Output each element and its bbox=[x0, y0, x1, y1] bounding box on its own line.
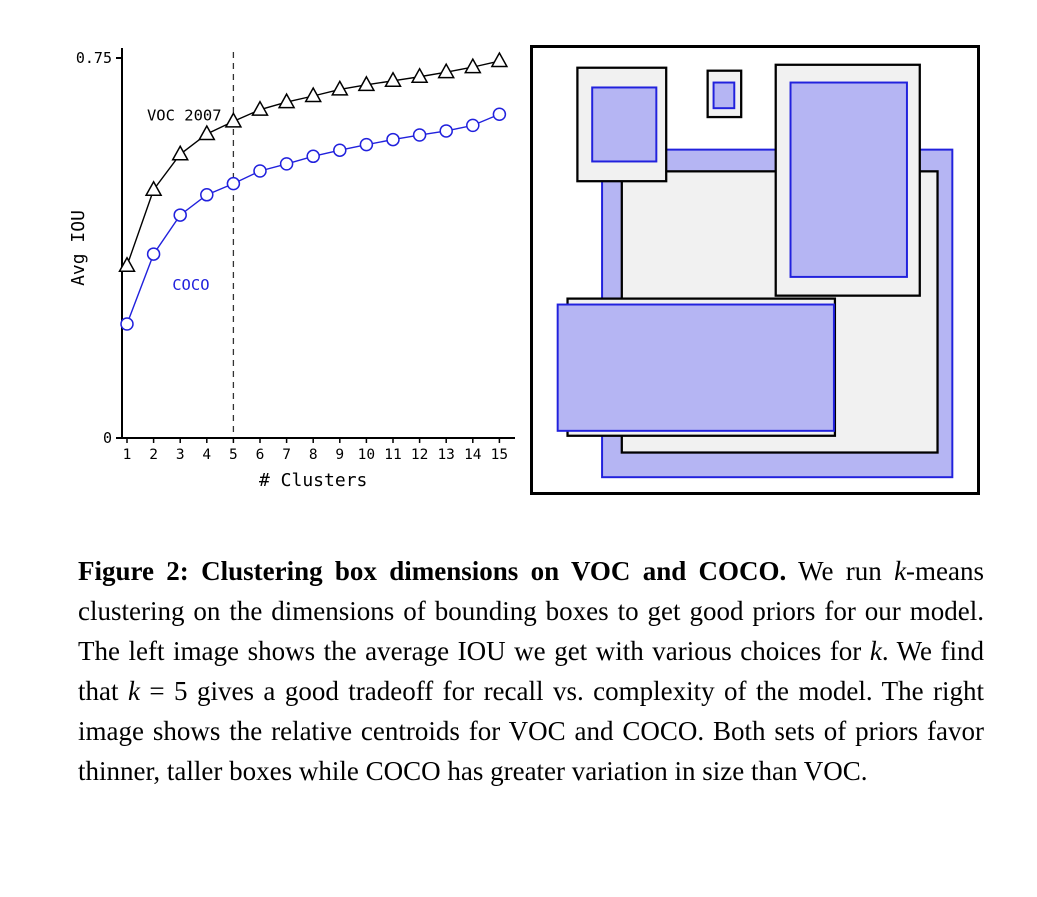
figure-caption: Figure 2: Clustering box dimensions on V… bbox=[78, 551, 984, 791]
circle-marker bbox=[279, 157, 294, 171]
x-tick-label: 2 bbox=[149, 447, 158, 463]
triangle-marker bbox=[490, 51, 509, 68]
x-tick-label: 3 bbox=[176, 447, 185, 463]
iou-vs-clusters-chart: 0 0.75 1 2 3 4 5 6 7 8 9 10 11 12 13 14 15 # Clusters Avg … bbox=[58, 38, 520, 505]
circle-marker bbox=[386, 132, 400, 147]
chart-canvas: 00.751 2 3 4 5 6 7 8 9 10 11 12 13 14 15# ClustersAvg … bbox=[68, 48, 515, 491]
triangle-marker bbox=[118, 256, 136, 272]
x-tick-label: 7 bbox=[282, 447, 291, 463]
circle-marker bbox=[333, 143, 347, 157]
caption-segment: Figure 2: bbox=[78, 556, 189, 586]
triangle-marker bbox=[410, 67, 429, 83]
circle-marker bbox=[439, 124, 453, 138]
triangle-marker bbox=[251, 100, 269, 116]
triangle-marker bbox=[171, 144, 189, 161]
triangle-marker bbox=[437, 62, 455, 79]
triangle-marker bbox=[198, 124, 216, 141]
tall-coco-box bbox=[789, 81, 908, 278]
x-tick-label: 12 bbox=[411, 447, 428, 463]
triangle-marker bbox=[304, 86, 322, 103]
circle-marker bbox=[306, 149, 320, 164]
x-tick-label: 4 bbox=[202, 447, 211, 463]
x-tick-label: 1 bbox=[123, 447, 132, 463]
triangle-marker bbox=[277, 92, 296, 109]
circle-marker bbox=[492, 107, 507, 121]
caption-segment: -means clustering on the dimensions of b… bbox=[78, 556, 985, 666]
caption-segment: . We find that bbox=[78, 636, 984, 706]
caption-segment: k bbox=[894, 556, 907, 586]
x-tick-label: 9 bbox=[335, 447, 344, 463]
x-axis-title: # Clusters bbox=[259, 470, 367, 491]
caption-segment: Clustering box dimensions on VOC and COC… bbox=[188, 556, 787, 586]
triangle-marker bbox=[384, 71, 402, 88]
circle-marker bbox=[146, 247, 161, 261]
circle-marker bbox=[253, 164, 267, 178]
figure-2: 0 0.75 1 2 3 4 5 6 7 8 9 10 11 12 13 14 15 # Clusters Avg … bbox=[58, 38, 980, 505]
caption-segment: k bbox=[127, 676, 140, 706]
y-tick-label: 0.75 bbox=[76, 49, 112, 67]
y-axis-title: Avg IOU bbox=[68, 210, 89, 286]
caption-segment: k bbox=[869, 636, 882, 666]
x-tick-label: 15 bbox=[491, 447, 508, 463]
circle-marker bbox=[412, 128, 427, 142]
caption-segment: = 5 gives a good tradeoff for recall vs.… bbox=[78, 676, 984, 786]
anchor-boxes-panel bbox=[530, 45, 980, 495]
circle-marker bbox=[466, 118, 480, 133]
triangle-marker bbox=[357, 75, 376, 92]
circle-marker bbox=[226, 176, 241, 191]
x-tick-label: 11 bbox=[384, 447, 401, 463]
circle-marker bbox=[120, 317, 134, 331]
series-label: VOC 2007 bbox=[147, 106, 222, 124]
triangle-marker bbox=[224, 111, 243, 128]
anchor-boxes-canvas bbox=[556, 63, 954, 479]
triangle-marker bbox=[144, 180, 163, 196]
triangle-marker bbox=[331, 79, 349, 96]
circle-marker bbox=[173, 208, 187, 222]
y-tick-label: 0 bbox=[103, 429, 112, 447]
x-tick-label: 14 bbox=[464, 447, 482, 463]
x-tick-label: 6 bbox=[256, 447, 265, 463]
small-coco-box bbox=[591, 86, 658, 163]
series-label: COCO bbox=[172, 276, 209, 294]
x-tick-label: 8 bbox=[309, 447, 318, 463]
triangle-marker bbox=[464, 57, 482, 74]
x-tick-label: 13 bbox=[437, 447, 454, 463]
x-tick-label: 10 bbox=[358, 447, 375, 463]
x-tick-label: 5 bbox=[229, 447, 238, 463]
circle-marker bbox=[359, 137, 374, 152]
wide-coco-box bbox=[556, 303, 835, 432]
circle-marker bbox=[200, 188, 214, 202]
caption-segment: We run bbox=[786, 556, 895, 586]
tiny-coco-box bbox=[712, 81, 736, 110]
